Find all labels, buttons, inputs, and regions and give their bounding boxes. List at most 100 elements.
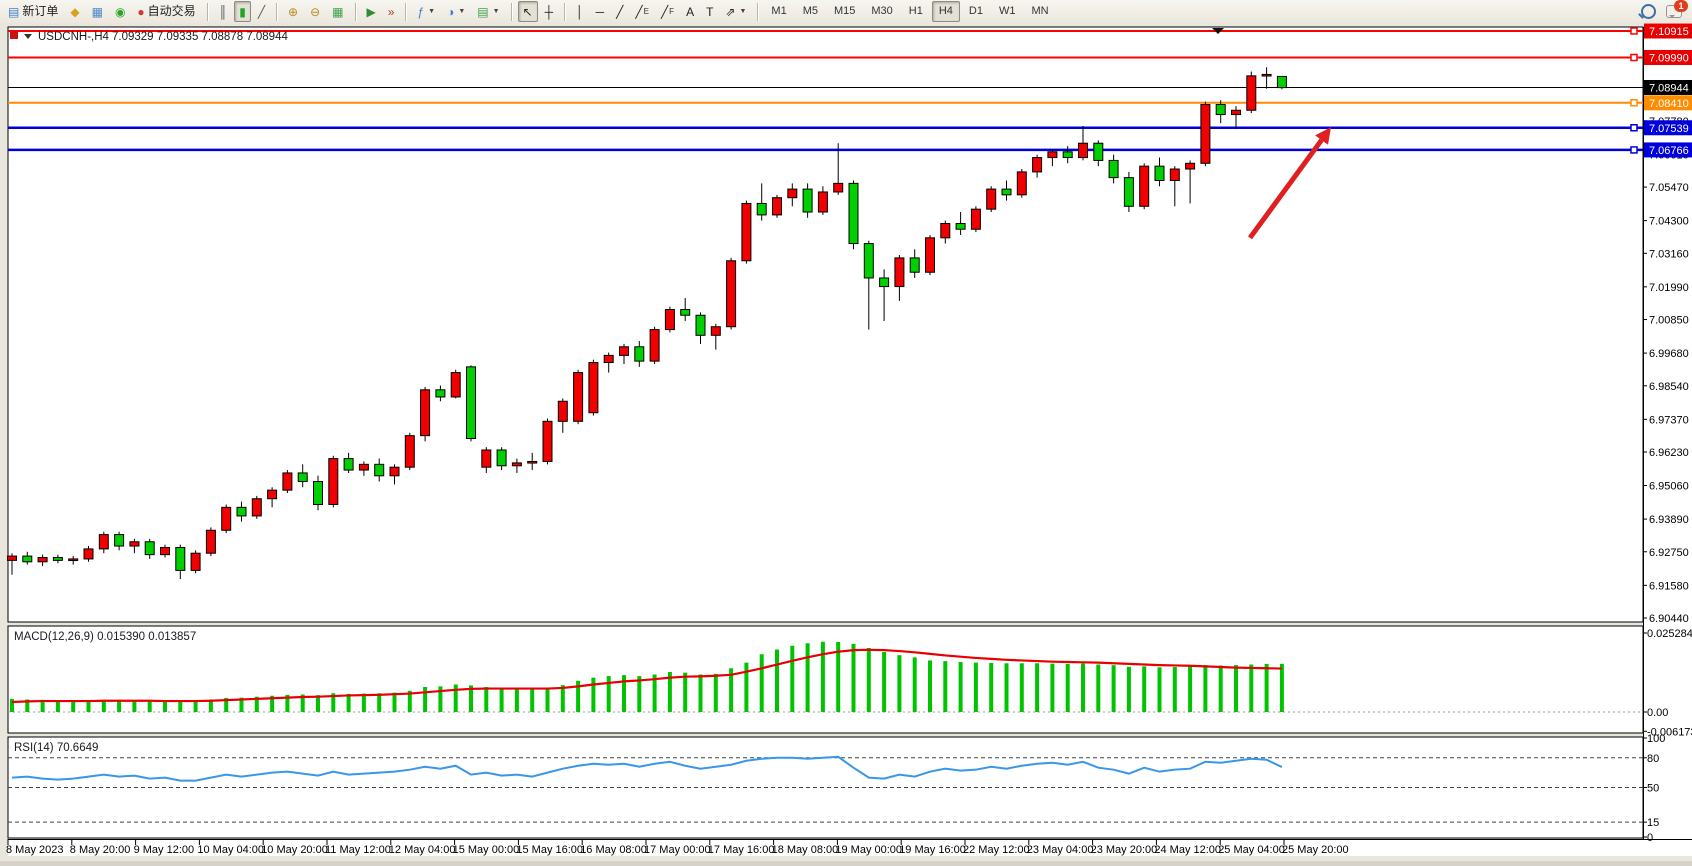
signals-button[interactable]: ◉ xyxy=(110,1,130,22)
hline-button[interactable]: ─ xyxy=(591,1,610,22)
autotrading-button[interactable]: ● 自动交易 xyxy=(132,1,200,22)
candle-body xyxy=(772,197,782,216)
level-line-handle[interactable] xyxy=(1630,99,1638,107)
candle-body xyxy=(22,555,33,563)
price-grid-label: 6.91580 xyxy=(1649,580,1689,592)
chevron-down-icon[interactable]: ▼ xyxy=(458,8,466,15)
time-axis[interactable] xyxy=(8,839,1692,856)
candle-body xyxy=(726,260,737,328)
profile-button[interactable]: ▦ xyxy=(87,1,108,22)
crosshair-icon: ┼ xyxy=(544,4,554,19)
profiles-icon: ▦ xyxy=(91,4,103,19)
channel-button[interactable]: ╱ E xyxy=(630,1,654,22)
time-axis-label: 15 May 16:00 xyxy=(516,844,583,856)
channel-icon-sub: E xyxy=(643,7,649,16)
text-button[interactable]: A xyxy=(681,1,699,22)
timeframe-button-h4[interactable]: H4 xyxy=(931,1,960,22)
price-grid-label: 6.90440 xyxy=(1649,613,1689,625)
indicators-button[interactable]: ƒ ▼ xyxy=(412,1,440,22)
candle-body xyxy=(1078,142,1088,159)
time-axis-label: 24 May 12:00 xyxy=(1154,844,1221,856)
timeframe-button-mn[interactable]: MN xyxy=(1031,5,1049,17)
candle-body xyxy=(496,449,507,467)
toolbar-group: ƒ ▼ ◑ ▼ ▤ ▼ xyxy=(409,0,507,23)
periods-button[interactable]: ◑ ▼ xyxy=(442,1,470,22)
candle-body xyxy=(1093,142,1104,161)
annotation-arrow-head[interactable] xyxy=(1315,127,1331,145)
templates-button[interactable]: ▤ ▼ xyxy=(472,1,504,22)
candle-body xyxy=(557,400,568,422)
candle-body xyxy=(114,534,125,547)
crosshair-button[interactable]: ┼ xyxy=(540,1,559,22)
bar-chart-button[interactable]: ║ xyxy=(214,1,233,22)
candlestick-button[interactable]: ▮ xyxy=(234,1,251,22)
main-chart-panel[interactable] xyxy=(7,26,1644,623)
line-chart-button[interactable]: ╱ xyxy=(253,1,270,22)
chart-shift-marker[interactable] xyxy=(1212,28,1224,34)
search-icon[interactable] xyxy=(1641,4,1656,19)
label-button[interactable]: T xyxy=(701,1,718,22)
candle-body xyxy=(343,458,354,471)
level-line-handle[interactable] xyxy=(1630,146,1638,154)
toolbar: ▤ 新订单 ◆ ▦ ◉ ● 自动交易 ║ ▮ ╱ ⊕ ⊖ ▦ ▶» ƒ ▼ ◑ ▼ ▤ ▼ ↖ ┼ │ ─ ╱ ╱ E ╱ F A T ⇗ ▼ M… xyxy=(0,0,1692,24)
zoom-in-button[interactable]: ⊕ xyxy=(283,1,303,22)
price-grid-label: 6.97370 xyxy=(1649,414,1689,426)
toolbar-separator xyxy=(405,2,407,21)
candle-body xyxy=(664,309,675,331)
symbol-dropdown-icon[interactable] xyxy=(24,34,32,39)
object-anchor-marker[interactable] xyxy=(10,31,18,39)
rsi-layer xyxy=(8,755,1643,823)
timeframe-button-m15[interactable]: M15 xyxy=(833,5,856,17)
level-line-handle[interactable] xyxy=(1630,27,1638,35)
macd-panel[interactable] xyxy=(7,625,1644,734)
chart-shift-button[interactable]: » xyxy=(383,1,400,22)
timeframe-button-m30[interactable]: M30 xyxy=(871,5,893,17)
candle-body xyxy=(1276,75,1287,89)
vline-button[interactable]: │ xyxy=(571,1,589,22)
chevron-down-icon[interactable]: ▼ xyxy=(739,8,747,15)
level-line-handle[interactable] xyxy=(1630,53,1638,62)
arrows-button[interactable]: ⇗ ▼ xyxy=(720,1,751,22)
toolbar-group: │ ─ ╱ ╱ E ╱ F A T ⇗ ▼ xyxy=(568,0,754,23)
toolbar-group: ▶» xyxy=(359,0,403,23)
trendline-button[interactable]: ╱ xyxy=(611,1,628,22)
timeframe-button-h1[interactable]: H1 xyxy=(908,5,923,17)
candle-body xyxy=(695,314,706,336)
price-grid-label: 6.96230 xyxy=(1649,447,1689,459)
toolbar-separator xyxy=(354,2,356,21)
candle-body xyxy=(129,541,140,547)
candle-body xyxy=(894,257,905,288)
timeframe-button-w1[interactable]: W1 xyxy=(998,5,1016,17)
rsi-panel[interactable] xyxy=(7,736,1644,839)
fibonacci-button[interactable]: ╱ F xyxy=(656,1,679,22)
cursor-button[interactable]: ↖ xyxy=(517,1,538,22)
price-grid-label: 6.95060 xyxy=(1649,481,1689,493)
chat-icon[interactable]: 1 xyxy=(1666,0,1688,18)
new-order-button[interactable]: ▤ 新订单 xyxy=(3,1,63,22)
autoscroll-button[interactable]: ▶ xyxy=(362,1,381,22)
price-axis[interactable] xyxy=(1644,23,1692,839)
level-line-handle[interactable] xyxy=(1630,124,1638,132)
tile-windows-button[interactable]: ▦ xyxy=(327,1,348,22)
candle-body xyxy=(190,552,201,571)
zoom-out-button[interactable]: ⊖ xyxy=(305,1,325,22)
candle-body xyxy=(603,354,614,364)
market-watch-icon: ◆ xyxy=(70,4,80,19)
chevron-down-icon[interactable]: ▼ xyxy=(428,8,436,15)
timeframe-button-m1[interactable]: M1 xyxy=(771,5,787,17)
time-axis-label: 12 May 04:00 xyxy=(389,844,456,856)
price-badge-label: 7.08410 xyxy=(1649,98,1689,110)
text-icon: A xyxy=(686,4,695,19)
candle-body xyxy=(83,548,94,560)
timeframe-button-d1[interactable]: D1 xyxy=(968,5,983,17)
candle-body xyxy=(160,546,170,556)
timeframe-button-m5[interactable]: M5 xyxy=(802,5,818,17)
candle-body xyxy=(619,346,629,356)
chevron-down-icon[interactable]: ▼ xyxy=(492,8,500,15)
toolbar-right: 1 xyxy=(1641,0,1692,19)
candle-body xyxy=(1215,104,1226,116)
candle-body xyxy=(649,329,660,362)
annotation-arrow-shaft[interactable] xyxy=(1247,138,1324,240)
charts-button[interactable]: ◆ xyxy=(65,1,84,22)
macd-layer xyxy=(8,641,1643,713)
